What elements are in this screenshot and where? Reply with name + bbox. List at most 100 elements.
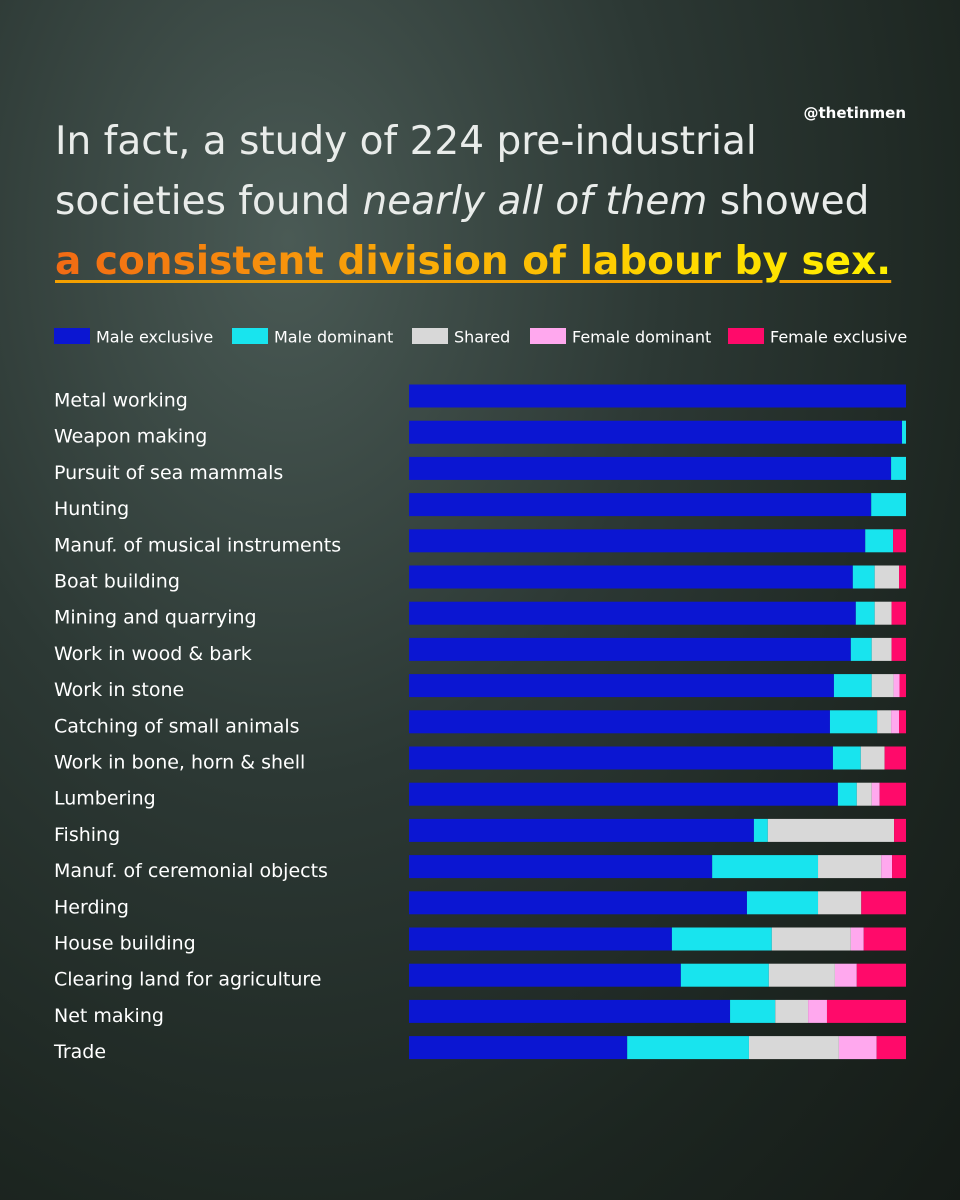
- legend-swatch: [54, 328, 90, 344]
- category-label: Pursuit of sea mammals: [54, 462, 283, 484]
- bar-segment: [874, 601, 892, 625]
- title-text: In fact, a study of 224 pre-industrial s…: [55, 119, 757, 224]
- bar-segment: [902, 420, 906, 444]
- bar-segment: [877, 710, 892, 734]
- category-label: House building: [54, 933, 196, 955]
- bar-segment: [876, 1036, 906, 1060]
- category-label: Lumbering: [54, 788, 156, 810]
- category-label: Fishing: [54, 824, 120, 846]
- bar-segment: [891, 710, 900, 734]
- legend-swatch: [728, 328, 764, 344]
- bar-segment: [409, 710, 830, 734]
- bar-segment: [891, 637, 906, 661]
- legend-swatch: [232, 328, 268, 344]
- bar-segment: [818, 891, 862, 915]
- bar-segment: [838, 1036, 877, 1060]
- bar-segment: [409, 999, 731, 1023]
- bar-segment: [874, 565, 900, 589]
- bar-segment: [409, 456, 892, 480]
- bar-segment: [409, 601, 856, 625]
- bar-segment: [409, 746, 833, 770]
- bar-segment: [712, 855, 819, 879]
- bar-segment: [409, 927, 672, 951]
- bar-segment: [861, 891, 906, 915]
- bar-segment: [680, 963, 769, 987]
- category-label: Mining and quarrying: [54, 607, 257, 629]
- category-label: Boat building: [54, 571, 180, 593]
- bar-segment: [850, 927, 864, 951]
- bar-segment: [409, 855, 713, 879]
- bar-segment: [894, 818, 906, 842]
- bar-segment: [409, 963, 681, 987]
- category-label: Trade: [53, 1041, 106, 1063]
- bar-segment: [753, 818, 768, 842]
- bar-segment: [767, 818, 895, 842]
- category-label: Work in stone: [54, 679, 184, 701]
- bar-segment: [879, 782, 906, 806]
- credit: @thetinmen: [803, 104, 907, 122]
- bar-segment: [409, 891, 747, 915]
- bar-segment: [865, 529, 894, 553]
- bar-segment: [850, 637, 872, 661]
- bar-segment: [884, 746, 906, 770]
- bar-segment: [671, 927, 772, 951]
- bar-segment: [899, 565, 906, 589]
- bar-segment: [893, 529, 906, 553]
- bar-segment: [860, 746, 885, 770]
- bar-segment: [818, 855, 882, 879]
- bar-segment: [409, 493, 872, 517]
- bar-segment: [856, 963, 906, 987]
- title: In fact, a study of 224 pre-industrial s…: [55, 112, 905, 292]
- bar-segment: [871, 782, 880, 806]
- category-label: Herding: [54, 896, 129, 918]
- title-text: showed: [719, 179, 870, 224]
- bar-segment: [891, 601, 906, 625]
- category-label: Catching of small animals: [54, 715, 300, 737]
- category-label: Net making: [54, 1005, 164, 1027]
- bar-segment: [855, 601, 875, 625]
- bar-segment: [863, 927, 906, 951]
- bar-segment: [892, 855, 906, 879]
- bar-segment: [808, 999, 827, 1023]
- bar-segment: [627, 1036, 749, 1060]
- legend-swatch: [530, 328, 566, 344]
- title-highlight: a consistent division of labour by sex.: [55, 232, 905, 292]
- bar-segment: [837, 782, 857, 806]
- category-label: Manuf. of musical instruments: [54, 534, 341, 556]
- bar-segment: [829, 710, 878, 734]
- bar-segment: [409, 782, 838, 806]
- bar-segment: [409, 818, 754, 842]
- bar-segment: [409, 674, 834, 698]
- bar-segment: [409, 384, 906, 408]
- category-label: Hunting: [54, 498, 129, 520]
- bar-segment: [871, 674, 894, 698]
- title-emphasis: nearly all of them: [362, 179, 708, 224]
- legend-label: Shared: [454, 328, 510, 347]
- legend-label: Male exclusive: [96, 328, 213, 347]
- bar-segment: [746, 891, 819, 915]
- bar-segment: [852, 565, 875, 589]
- bar-segment: [768, 963, 835, 987]
- bar-segment: [409, 565, 853, 589]
- category-label: Work in wood & bark: [54, 643, 252, 665]
- bar-segment: [775, 999, 809, 1023]
- bar-segment: [730, 999, 776, 1023]
- bar-segment: [834, 963, 857, 987]
- bar-segment: [826, 999, 906, 1023]
- bar-segment: [891, 456, 906, 480]
- bar-segment: [409, 1036, 628, 1060]
- bar-segment: [833, 674, 872, 698]
- bar-segment: [871, 637, 892, 661]
- category-label: Weapon making: [54, 426, 207, 448]
- legend-label: Female dominant: [572, 328, 711, 347]
- bar-segment: [832, 746, 861, 770]
- bar-segment: [771, 927, 851, 951]
- bar-segment: [748, 1036, 839, 1060]
- bar-segment: [899, 674, 906, 698]
- category-label: Work in bone, horn & shell: [54, 752, 305, 774]
- bar-segment: [409, 529, 866, 553]
- bar-segment: [899, 710, 906, 734]
- category-label: Clearing land for agriculture: [54, 969, 321, 991]
